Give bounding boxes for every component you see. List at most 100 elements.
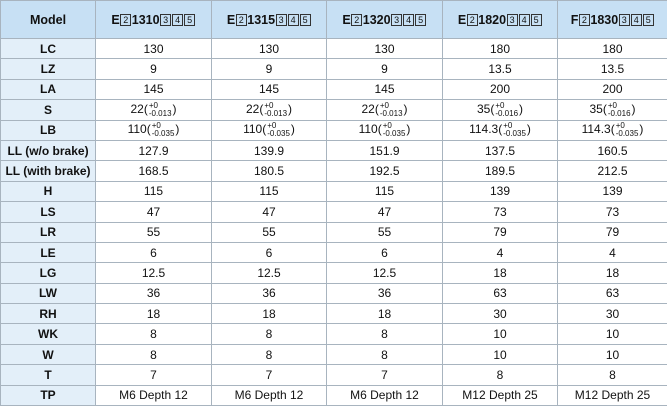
cell: 18 — [326, 303, 443, 325]
table-row: LL (w/o brake) 127.9 139.9 151.9 137.5 160.5 — [0, 139, 667, 162]
table-row: LZ 9 9 9 13.5 13.5 — [0, 58, 667, 80]
cell: 8 — [326, 343, 443, 366]
cell: M6 Depth 12 — [211, 384, 327, 407]
model-box: 2 — [120, 13, 132, 26]
nominal: 22( — [130, 102, 148, 117]
cell: 114.3(+0 -0.035) — [442, 119, 558, 141]
cell: 200 — [442, 78, 558, 101]
table-row: LG 12.5 12.5 12.5 18 18 — [0, 262, 667, 284]
cell: 63 — [442, 282, 558, 305]
cell: 73 — [557, 201, 667, 223]
cell: 7 — [326, 364, 443, 386]
tolerance: +0 -0.035 — [383, 122, 406, 138]
cell: 192.5 — [326, 160, 443, 182]
cell: 6 — [95, 241, 212, 264]
cell: 36 — [95, 282, 212, 305]
upper-tolerance: +0 — [264, 100, 274, 110]
table-row: LW 36 36 36 63 63 — [0, 282, 667, 305]
model-box: 5 — [184, 13, 196, 26]
tolerance: +0 -0.035 — [503, 122, 526, 138]
cell: 6 — [326, 241, 443, 264]
nominal: 110( — [358, 122, 382, 137]
cell: 47 — [326, 201, 443, 223]
close-paren: ) — [403, 102, 408, 117]
cell: 55 — [211, 221, 327, 243]
cell: 151.9 — [326, 139, 443, 162]
lower-tolerance: -0.035 — [267, 129, 290, 139]
model-prefix: E — [111, 12, 120, 27]
model-box: 4 — [403, 13, 415, 26]
row-label: LG — [0, 262, 96, 284]
cell: 30 — [557, 303, 667, 325]
row-label: WK — [0, 323, 96, 345]
row-label: T — [0, 364, 96, 386]
cell: 22(+0 -0.013) — [95, 99, 212, 121]
model-box: 4 — [518, 13, 530, 26]
header-cell: E 2 1820 3 4 5 — [442, 0, 558, 39]
cell: 36 — [326, 282, 443, 305]
model-prefix: E — [226, 12, 236, 27]
table-row: LB 110(+0 -0.035) 110(+0 -0.035) 110(+0 -0.035… — [0, 119, 667, 141]
model-box: 2 — [351, 13, 363, 26]
model-box: 4 — [172, 13, 184, 26]
tolerance: +0 -0.035 — [152, 122, 175, 138]
lower-tolerance: -0.035 — [503, 129, 526, 139]
model-code: 1320 — [362, 12, 391, 27]
close-paren: ) — [175, 122, 180, 137]
cell: 18 — [442, 262, 558, 284]
row-label: TP — [0, 384, 96, 407]
tolerance: +0 -0.016 — [495, 101, 519, 118]
table-row: LC 130 130 130 180 180 — [0, 37, 667, 60]
cell: 30 — [442, 303, 558, 325]
model-box: 5 — [415, 13, 427, 26]
model-prefix: F — [570, 12, 579, 27]
cell: 22(+0 -0.013) — [211, 99, 327, 121]
cell: 8 — [211, 323, 327, 345]
cell: 114.3(+0 -0.035) — [557, 119, 667, 141]
header-cell: E 2 1320 3 4 5 — [326, 0, 443, 39]
model-prefix: E — [457, 12, 467, 27]
table-row: WK 8 8 8 10 10 — [0, 323, 667, 345]
model-box: 5 — [530, 13, 542, 26]
close-paren: ) — [288, 102, 293, 117]
row-label: LZ — [0, 58, 96, 80]
cell: 8 — [95, 343, 212, 366]
cell: 130 — [95, 37, 212, 60]
upper-tolerance: +0 — [607, 100, 617, 110]
cell: 4 — [442, 241, 558, 264]
cell: 115 — [95, 180, 212, 203]
cell: 47 — [211, 201, 327, 223]
lower-tolerance: -0.016 — [495, 108, 519, 118]
tolerance: +0 -0.016 — [607, 100, 631, 118]
cell: 145 — [326, 78, 443, 101]
upper-tolerance: +0 — [148, 100, 158, 110]
nominal: 35( — [589, 102, 607, 117]
cell: 79 — [442, 221, 558, 243]
upper-tolerance: +0 — [382, 121, 392, 131]
table-row: LE 6 6 6 4 4 — [0, 241, 667, 264]
lower-tolerance: -0.016 — [607, 108, 631, 118]
row-label: LB — [0, 119, 96, 141]
model-box: 5 — [299, 13, 311, 26]
table-body: LC 130 130 130 180 180 LZ 9 9 9 13.5 13.5 LA 145 145 14… — [0, 37, 667, 407]
cell: 145 — [95, 78, 212, 101]
cell: 79 — [557, 221, 667, 243]
model-box: 4 — [287, 13, 299, 26]
row-label: LE — [0, 241, 96, 264]
cell: 10 — [557, 323, 667, 345]
row-label: H — [0, 180, 96, 203]
cell: 9 — [95, 58, 212, 80]
close-paren: ) — [519, 102, 524, 117]
close-paren: ) — [172, 102, 177, 117]
cell: 130 — [211, 37, 327, 60]
cell: 8 — [442, 364, 558, 386]
nominal: 110( — [243, 122, 267, 137]
cell: 12.5 — [326, 262, 443, 284]
row-label: LL (w/o brake) — [0, 139, 96, 162]
lower-tolerance: -0.013 — [264, 108, 288, 118]
cell: 180 — [557, 37, 667, 60]
cell: 12.5 — [95, 262, 212, 284]
close-paren: ) — [406, 122, 411, 137]
model-box: 3 — [275, 13, 287, 26]
